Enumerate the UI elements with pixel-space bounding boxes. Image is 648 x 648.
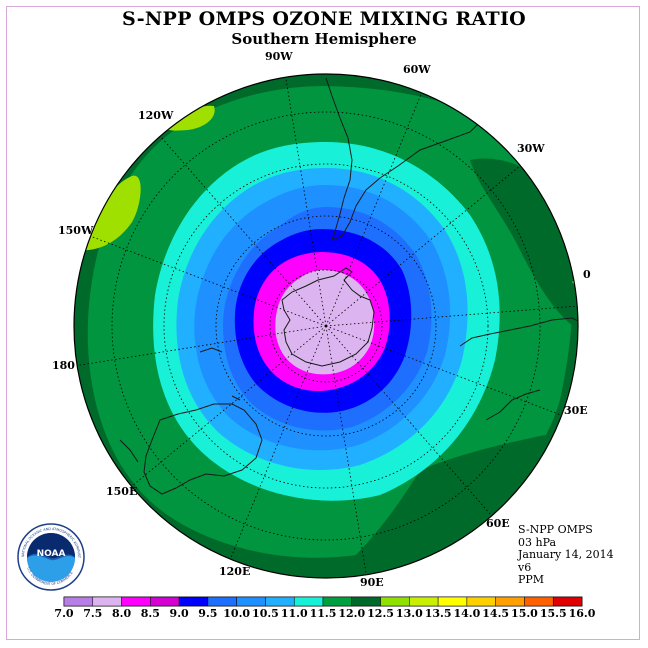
figure-frame (6, 6, 640, 640)
colorbar-label: 10.5 (252, 607, 279, 620)
product-info: S-NPP OMPS 03 hPa January 14, 2014 v6 PP… (518, 523, 614, 587)
colorbar-label: 10.0 (223, 607, 251, 620)
colorbar-cell (351, 596, 381, 607)
meridian-90w (285, 78, 327, 327)
label-60w: 60W (403, 63, 431, 76)
colorbar-label: 8.5 (140, 607, 160, 620)
colorbar-cell (437, 596, 468, 607)
label-90e: 90E (360, 576, 384, 589)
colorbar-cell (150, 596, 180, 607)
colorbar-label: 14.0 (453, 607, 481, 620)
colorbar-cell (322, 596, 353, 607)
colorbar-cell (409, 596, 439, 607)
map-title: S-NPP OMPS OZONE MIXING RATIO (121, 8, 527, 30)
colorbar-cell (293, 596, 324, 607)
coastlines (119, 77, 578, 495)
map-subtitle: Southern Hemisphere (231, 30, 417, 48)
label-120w: 120W (138, 109, 174, 122)
meridian-60e (325, 325, 492, 516)
colorbar-label: 7.5 (83, 607, 103, 620)
colorbar-label: 13.0 (395, 607, 423, 620)
label-30w: 30W (517, 142, 545, 155)
colorbar-label: 15.0 (511, 607, 538, 620)
colorbar-cell (207, 596, 237, 607)
africa-coastline-south (485, 389, 541, 421)
colorbar-label: 12.5 (367, 607, 394, 620)
colorbar-label: 12.0 (338, 607, 366, 620)
label-120e: 120E (219, 565, 250, 578)
band-8-0 (275, 270, 375, 375)
colorbar-label: 9.5 (198, 607, 218, 620)
colorbar-label: 7.0 (54, 607, 74, 620)
colorbar-cell (236, 596, 266, 607)
info-date: January 14, 2014 (518, 548, 614, 562)
colorbar-label: 14.5 (482, 607, 510, 620)
colorbar-cell (121, 596, 151, 607)
label-60e: 60E (486, 517, 510, 530)
latitude-circle-70s (269, 269, 383, 383)
colorbar-cell (265, 596, 295, 607)
colorbar-label: 16.0 (568, 607, 596, 620)
colorbar-label: 9.0 (169, 607, 189, 620)
colorbar (63, 596, 583, 607)
colorbar-cell (552, 596, 583, 607)
colorbar-cell (495, 596, 525, 607)
meridian-90e (325, 325, 367, 574)
colorbar-cell (380, 596, 410, 607)
south-america-coastline (325, 77, 501, 241)
colorbar-cell (92, 596, 122, 607)
graticule (74, 78, 578, 574)
label-150e: 150E (106, 485, 137, 498)
colorbar-cells (63, 596, 583, 607)
band-12-5-west-a (80, 175, 141, 251)
meridian-labels: 90W 60W 30W 0 30E 60E 90E 120E 150E 180 … (52, 50, 591, 589)
meridian-120w (160, 136, 327, 327)
meridian-180 (74, 325, 327, 367)
colorbar-label: 11.5 (309, 607, 337, 620)
africa-coastline (459, 317, 578, 347)
colorbar-labels: 7.0 7.5 8.0 8.5 9.0 9.5 10.0 10.5 11.0 11.5 12.0 12… (0, 607, 648, 621)
ozone-field (74, 74, 578, 578)
label-0: 0 (583, 268, 591, 281)
latitude-circle-50s (215, 215, 437, 437)
meridian-30e (325, 325, 562, 416)
new-zealand-coastline (119, 439, 139, 463)
logo-text: NOAA (37, 549, 66, 559)
info-instrument: S-NPP OMPS (518, 523, 593, 536)
label-150w: 150W (58, 224, 94, 237)
label-30e: 30E (564, 404, 588, 417)
colorbar-cell (524, 596, 554, 607)
label-180: 180 (52, 359, 75, 372)
colorbar-label: 13.5 (424, 607, 452, 620)
info-level: 03 hPa (518, 535, 557, 549)
colorbar-label: 8.0 (111, 607, 132, 620)
noaa-logo: NOAA NATIONAL OCEANIC AND ATMOSPHERIC AD… (16, 522, 85, 591)
colorbar-cell (63, 596, 94, 607)
colorbar-cell (466, 596, 496, 607)
map-border (73, 73, 579, 579)
colorbar-label: 15.5 (539, 607, 567, 620)
antarctica-coastline (281, 267, 375, 367)
colorbar-cell (178, 596, 209, 607)
latitude-circle-30s (163, 163, 489, 489)
info-units: PPM (518, 573, 545, 587)
colorbar-label: 11.0 (280, 607, 308, 620)
info-version: v6 (518, 560, 532, 574)
australia-coastline (143, 403, 263, 495)
label-90w: 90W (265, 50, 293, 63)
latitude-circle-10s (111, 111, 541, 541)
band-12-5-west-b (165, 105, 215, 131)
